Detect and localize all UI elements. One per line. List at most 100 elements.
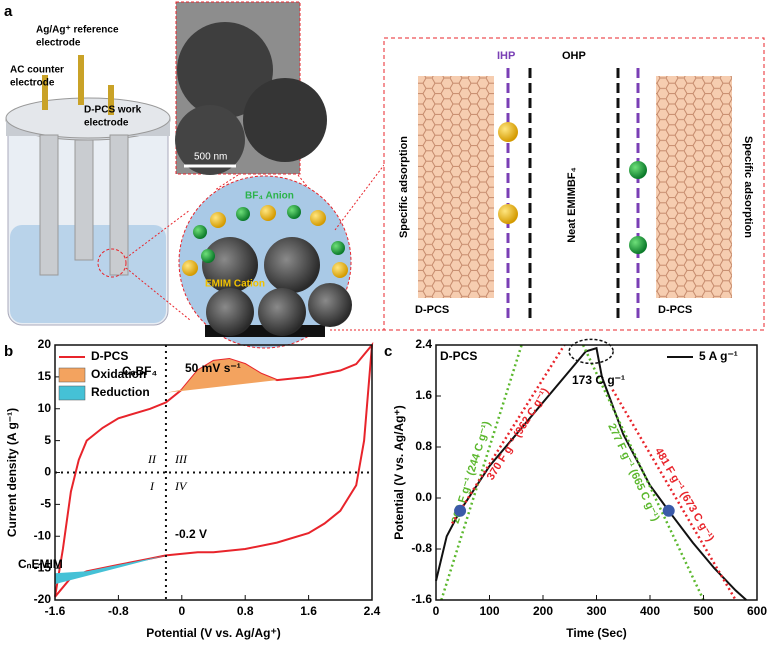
x-tick-label: 500 bbox=[693, 604, 713, 618]
annotation-ellipse bbox=[568, 338, 614, 365]
anion-ion bbox=[331, 241, 345, 255]
cation-ion bbox=[498, 204, 518, 224]
x-tick-label: 1.6 bbox=[300, 604, 317, 618]
x-tick-label: 300 bbox=[586, 604, 606, 618]
electrode-slab bbox=[656, 76, 732, 298]
anion-ion bbox=[201, 249, 215, 263]
particle bbox=[177, 22, 273, 118]
fit-line bbox=[611, 388, 737, 601]
zoom-line bbox=[297, 174, 311, 191]
anion-ion bbox=[629, 161, 647, 179]
sphere bbox=[202, 237, 258, 293]
y-tick-label: -15 bbox=[34, 560, 52, 574]
cation-ion bbox=[210, 212, 226, 228]
y-tick-label: 0.0 bbox=[415, 490, 432, 504]
x-tick-label: 0 bbox=[178, 604, 185, 618]
legend-label: D-PCS bbox=[91, 349, 128, 363]
fit-line bbox=[581, 344, 705, 601]
y-tick-label: -10 bbox=[34, 528, 52, 542]
y-tick-label: -5 bbox=[40, 497, 51, 511]
cation-label: EMIM Cation bbox=[205, 279, 265, 290]
panel-letter: c bbox=[384, 343, 392, 360]
x-tick-label: 0 bbox=[433, 604, 440, 618]
y-tick-label: -0.8 bbox=[411, 541, 432, 555]
y-axis-label: Potential (V vs. Ag/Ag⁺) bbox=[392, 405, 406, 540]
annotation: IV bbox=[174, 479, 188, 493]
anion-ion bbox=[629, 236, 647, 254]
zoom-line bbox=[125, 267, 191, 321]
neat-label: Neat EMIMBF₄ bbox=[566, 167, 578, 243]
legend-swatch bbox=[58, 385, 86, 401]
x-tick-label: -1.6 bbox=[45, 604, 66, 618]
line bbox=[54, 341, 374, 598]
adsorption-label: Specific adsorption bbox=[398, 136, 410, 238]
anion-ion bbox=[236, 207, 250, 221]
x-tick-label: 600 bbox=[747, 604, 767, 618]
electrode-label: electrode bbox=[84, 118, 129, 129]
wire bbox=[78, 55, 84, 105]
electrode-label: D-PCS bbox=[415, 304, 449, 316]
legend-label: Oxidation bbox=[91, 367, 146, 381]
y-tick-label: 20 bbox=[38, 337, 52, 351]
panel-a: a 500 nm bbox=[4, 1, 765, 349]
zoom-mark bbox=[97, 248, 127, 278]
annotation: 50 mV s⁻¹ bbox=[185, 361, 241, 375]
y-tick-label: 2.4 bbox=[415, 337, 432, 351]
sphere bbox=[264, 237, 320, 293]
ihp-label: IHP bbox=[497, 50, 515, 62]
annotation: -0.2 V bbox=[175, 527, 207, 541]
y-tick-label: -20 bbox=[34, 592, 52, 606]
anion-ion bbox=[287, 205, 301, 219]
x-tick-label: 100 bbox=[479, 604, 499, 618]
y-tick-label: 0 bbox=[44, 465, 51, 479]
y-tick-label: -1.6 bbox=[411, 592, 432, 606]
zoom-line bbox=[334, 164, 385, 231]
wire bbox=[108, 85, 114, 115]
cation-ion bbox=[498, 122, 518, 142]
particle bbox=[243, 78, 327, 162]
y-tick-label: 5 bbox=[44, 433, 51, 447]
y-tick-label: 1.6 bbox=[415, 388, 432, 402]
point bbox=[662, 504, 675, 517]
electrode-label: AC counter bbox=[10, 65, 64, 76]
electrode bbox=[39, 134, 59, 276]
annotation: CₙEMIM bbox=[18, 557, 63, 571]
scale-label: 500 nm bbox=[194, 152, 227, 163]
fit-line bbox=[450, 344, 566, 525]
area bbox=[55, 555, 166, 585]
legend-swatch bbox=[58, 367, 86, 383]
legend-label: Reduction bbox=[91, 385, 150, 399]
electrode bbox=[109, 134, 129, 276]
ohp-label: OHP bbox=[562, 50, 586, 62]
sphere bbox=[206, 288, 254, 336]
y-tick-label: 0.8 bbox=[415, 439, 432, 453]
x-axis-label: Potential (V vs. Ag/Ag⁺) bbox=[146, 626, 281, 640]
fit-label: 277 F g⁻¹ (665 C g⁻¹) bbox=[605, 422, 661, 524]
anion-ion bbox=[193, 225, 207, 239]
x-axis-label: Time (Sec) bbox=[566, 626, 626, 640]
x-tick-label: 0.8 bbox=[237, 604, 254, 618]
y-tick-label: 15 bbox=[38, 369, 52, 383]
y-axis-label: Current density (A g⁻¹) bbox=[5, 408, 19, 537]
x-tick-label: 400 bbox=[640, 604, 660, 618]
zoom-line bbox=[214, 174, 239, 191]
annotation: CₙBF₄ bbox=[122, 364, 157, 378]
x-tick-label: -0.8 bbox=[108, 604, 129, 618]
point bbox=[454, 504, 467, 517]
area bbox=[166, 359, 277, 393]
panel-letter: b bbox=[4, 343, 13, 360]
electrode-label: electrode bbox=[10, 78, 55, 89]
annotation: I bbox=[149, 479, 155, 493]
fit-line bbox=[440, 344, 523, 601]
y-tick-label: 10 bbox=[38, 401, 52, 415]
particle bbox=[175, 105, 245, 175]
x-tick-label: 2.4 bbox=[364, 604, 381, 618]
electrode-slab bbox=[418, 76, 494, 298]
sphere bbox=[258, 288, 306, 336]
x-tick-label: 200 bbox=[533, 604, 553, 618]
electrode bbox=[74, 139, 94, 261]
cation-ion bbox=[260, 205, 276, 221]
fit-label: 481 F g⁻¹ (673 C g⁻¹) bbox=[652, 446, 716, 544]
